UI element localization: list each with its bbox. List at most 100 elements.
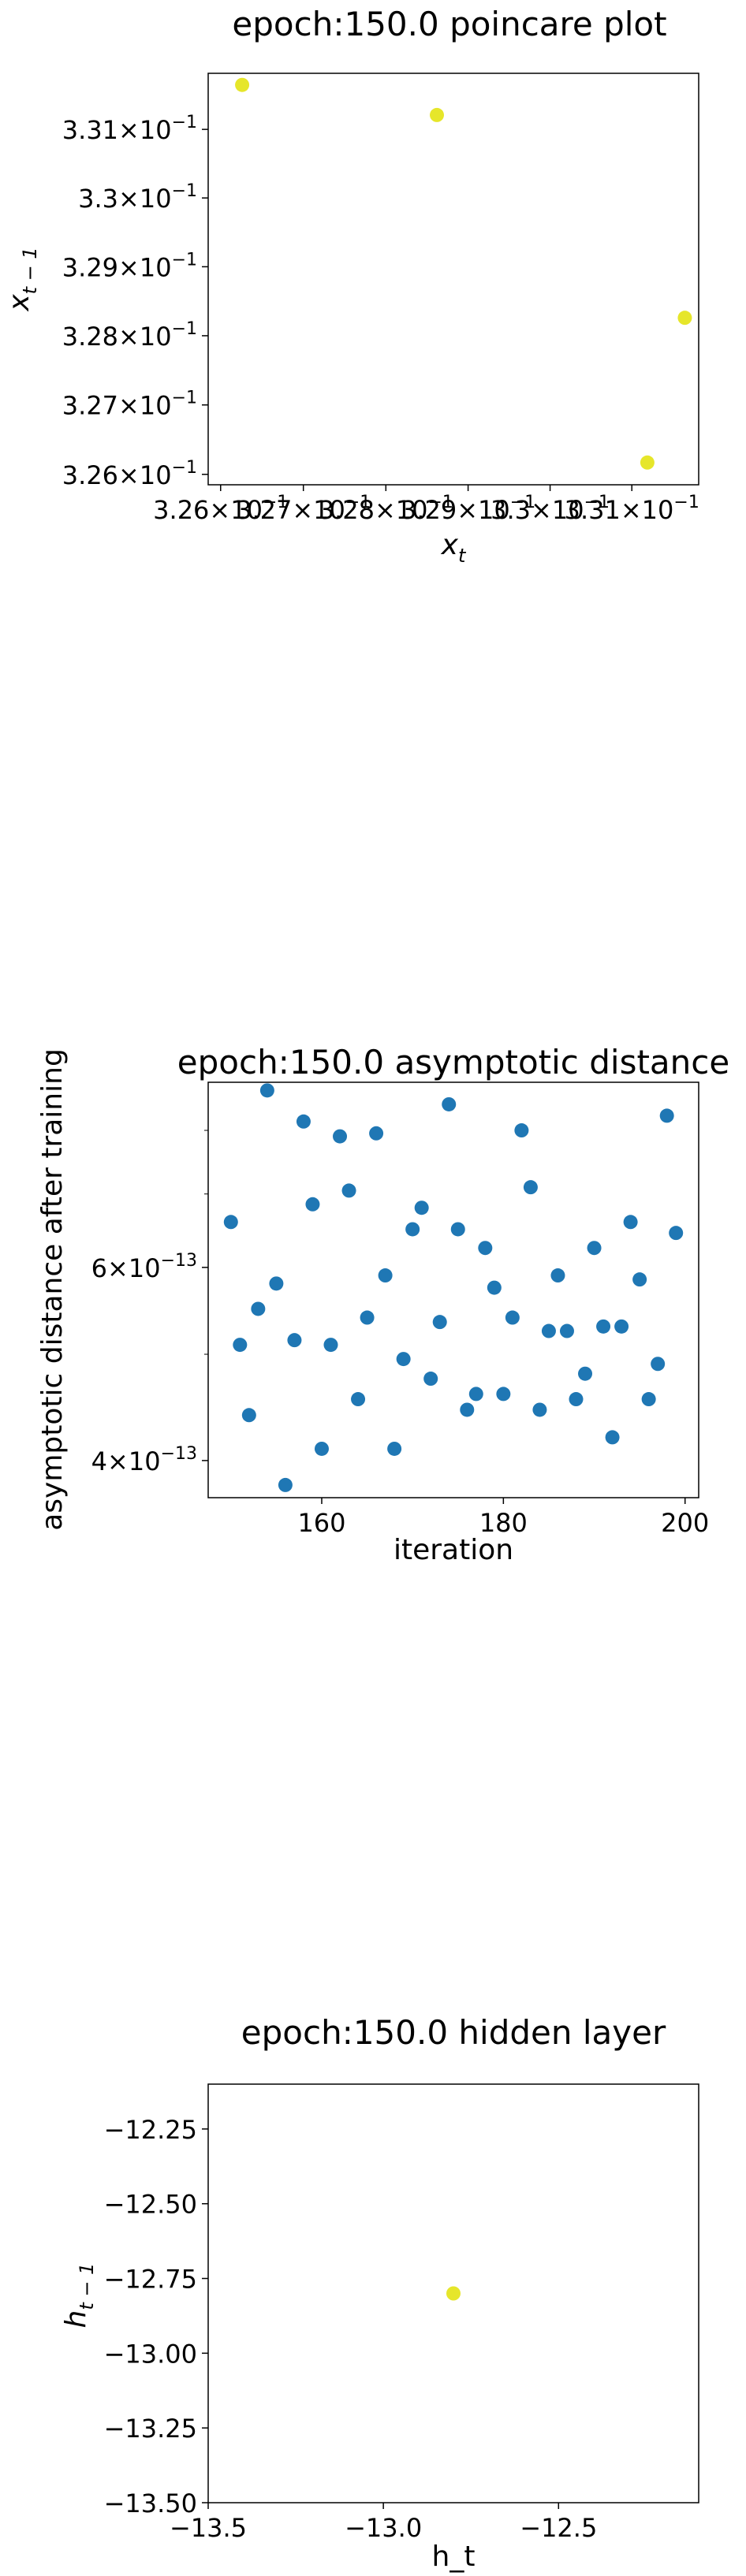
y-tick-label: 3.26×10−1 — [62, 458, 197, 490]
data-point — [478, 1241, 493, 1256]
data-point — [514, 1123, 529, 1138]
data-points — [235, 77, 692, 470]
data-point — [341, 1183, 356, 1198]
data-point — [651, 1357, 666, 1372]
data-point — [669, 1226, 684, 1241]
y-tick-label: −12.50 — [104, 2190, 197, 2220]
data-point — [287, 1333, 302, 1348]
poincare-plot-chart: epoch:150.0 poincare plot 3.26×10−13.27×… — [3, 5, 699, 567]
data-points — [223, 1083, 684, 1492]
y-axis-ticks: 4×10−13 6×10−13 — [91, 1130, 208, 1476]
data-point — [259, 1083, 274, 1098]
data-point — [396, 1352, 411, 1367]
chart-title: epoch:150.0 hidden layer — [241, 2013, 666, 2052]
data-point — [314, 1441, 329, 1456]
data-point — [432, 1315, 447, 1330]
y-tick-label: 3.29×10−1 — [62, 250, 197, 282]
x-tick-label: 160 — [297, 1508, 345, 1538]
y-tick-label: −12.75 — [104, 2265, 197, 2295]
y-tick-label: 3.3×10−1 — [78, 181, 197, 214]
plot-frame — [207, 2083, 699, 2503]
data-points — [446, 2286, 461, 2301]
y-tick-label: 3.31×10−1 — [62, 113, 197, 145]
y-axis-ticks: 3.26×10−1 3.27×10−1 3.28×10−1 3.29×10−1 3.3×… — [62, 113, 208, 490]
data-point — [235, 77, 250, 92]
x-tick-label: 3.27×10−1 — [236, 493, 371, 525]
data-point — [659, 1108, 674, 1123]
data-point — [241, 1408, 256, 1423]
x-axis-ticks: 160 180 200 — [297, 1498, 709, 1538]
data-point — [251, 1301, 266, 1316]
data-point — [523, 1180, 538, 1195]
x-axis-label: h_t — [432, 2541, 476, 2573]
x-tick-label: 3.28×10−1 — [319, 493, 453, 525]
data-point — [532, 1402, 547, 1417]
x-axis-ticks: 3.26×10−13.27×10−13.28×10−13.29×10−13.3×… — [153, 485, 699, 525]
data-point — [623, 1215, 638, 1230]
y-axis-label: ht − 1 — [60, 2263, 98, 2328]
data-point — [323, 1338, 338, 1353]
data-point — [446, 2286, 461, 2301]
data-point — [223, 1215, 238, 1230]
y-axis-label: asymptotic distance after training — [36, 1048, 69, 1531]
data-point — [487, 1280, 502, 1295]
data-point — [351, 1392, 366, 1407]
data-point — [587, 1241, 602, 1256]
data-point — [460, 1402, 475, 1417]
y-tick-label: 6×10−13 — [91, 1251, 197, 1283]
data-point — [559, 1323, 574, 1338]
data-point — [278, 1477, 293, 1492]
data-point — [305, 1197, 320, 1212]
data-point — [569, 1392, 584, 1407]
data-point — [269, 1276, 284, 1291]
data-point — [632, 1272, 647, 1287]
data-point — [414, 1201, 429, 1215]
data-point — [360, 1310, 375, 1325]
data-point — [405, 1222, 420, 1237]
data-point — [430, 107, 445, 122]
y-tick-label: 4×10−13 — [91, 1444, 197, 1476]
hidden-layer-chart: epoch:150.0 hidden layer −13.5 −13.0 −12.5… — [60, 2013, 699, 2573]
y-tick-label: −13.00 — [104, 2339, 197, 2369]
data-point — [640, 455, 655, 470]
data-point — [450, 1222, 465, 1237]
data-point — [641, 1392, 656, 1407]
x-tick-label: −13.5 — [170, 2513, 247, 2543]
x-axis-ticks: −13.5 −13.0 −12.5 — [170, 2503, 597, 2543]
x-tick-label: 3.29×10−1 — [401, 493, 535, 525]
data-point — [578, 1366, 593, 1381]
asymptotic-distance-chart: epoch:150.0 asymptotic distance 160 180 20… — [36, 1043, 729, 1566]
data-point — [378, 1268, 393, 1283]
data-point — [233, 1338, 248, 1353]
y-tick-label: 3.28×10−1 — [62, 319, 197, 352]
chart-title: epoch:150.0 poincare plot — [232, 5, 666, 43]
y-tick-label: −13.50 — [104, 2489, 197, 2518]
x-tick-label: −12.5 — [520, 2513, 597, 2543]
data-point — [677, 311, 692, 326]
data-point — [387, 1441, 402, 1456]
data-point — [505, 1310, 520, 1325]
data-point — [550, 1268, 565, 1283]
data-point — [442, 1096, 457, 1111]
x-tick-label: 200 — [661, 1508, 709, 1538]
x-axis-label: xt — [441, 529, 467, 567]
y-tick-label: 3.27×10−1 — [62, 389, 197, 421]
y-axis-ticks: −12.25 −12.50 −12.75 −13.00 −13.25 −13.50 — [104, 2115, 208, 2518]
data-point — [296, 1114, 311, 1129]
x-tick-label: 180 — [479, 1508, 528, 1538]
plot-frame — [207, 73, 699, 486]
y-tick-label: −12.25 — [104, 2115, 197, 2145]
x-tick-label: 3.26×10−1 — [153, 493, 288, 525]
data-point — [605, 1430, 620, 1445]
x-tick-label: −13.0 — [345, 2513, 422, 2543]
y-tick-label: −13.25 — [104, 2414, 197, 2444]
data-point — [369, 1126, 384, 1141]
data-point — [468, 1387, 483, 1402]
data-point — [541, 1323, 556, 1338]
chart-title: epoch:150.0 asymptotic distance — [177, 1043, 729, 1081]
x-tick-label: 3.31×10−1 — [565, 493, 699, 525]
x-tick-label: 3.3×10−1 — [490, 493, 610, 525]
y-axis-label: xt − 1 — [3, 247, 41, 311]
data-point — [614, 1319, 629, 1334]
